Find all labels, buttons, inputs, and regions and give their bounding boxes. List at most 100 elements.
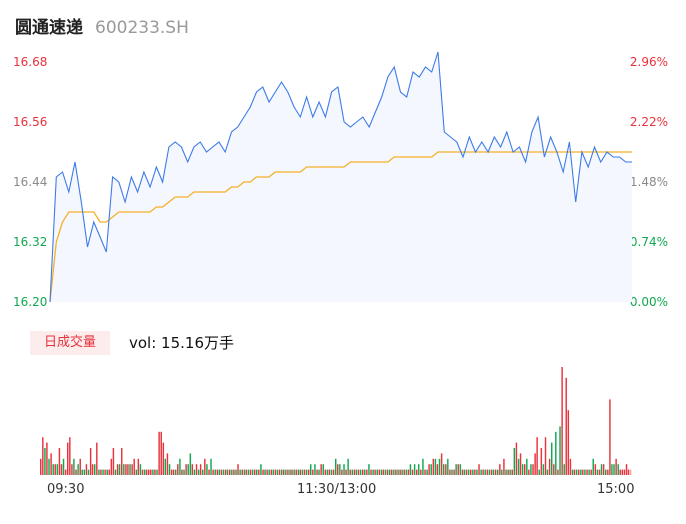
volume-bar bbox=[384, 469, 387, 475]
volume-bar bbox=[243, 469, 246, 475]
volume-bar bbox=[407, 469, 410, 475]
volume-bar bbox=[226, 469, 229, 475]
volume-bar bbox=[249, 469, 252, 475]
volume-bar bbox=[274, 469, 277, 475]
volume-bar bbox=[436, 464, 439, 475]
volume-bar bbox=[563, 464, 565, 475]
volume-bar bbox=[397, 469, 399, 475]
volume-bar bbox=[623, 469, 626, 475]
volume-bar bbox=[67, 442, 69, 475]
price-area-fill bbox=[50, 52, 632, 302]
volume-bar bbox=[530, 464, 532, 475]
volume-bar bbox=[463, 469, 466, 475]
volume-bar bbox=[89, 448, 92, 475]
volume-bar bbox=[158, 431, 160, 475]
volume-bar bbox=[497, 469, 499, 475]
volume-bar bbox=[486, 469, 489, 475]
volume-bar bbox=[345, 469, 347, 475]
y-tick-label: 16.56 bbox=[13, 115, 48, 129]
volume-bar bbox=[42, 437, 44, 475]
volume-bar bbox=[480, 469, 482, 475]
volume-bar bbox=[341, 469, 343, 475]
volume-bar bbox=[627, 469, 630, 475]
volume-bar bbox=[48, 458, 50, 475]
volume-bar bbox=[413, 464, 416, 475]
volume-bar bbox=[459, 464, 462, 475]
volume-bar bbox=[507, 469, 509, 475]
volume-bar bbox=[600, 464, 603, 475]
volume-bar bbox=[534, 453, 536, 475]
volume-bar bbox=[430, 464, 432, 475]
volume-bar bbox=[297, 469, 300, 475]
volume-bar bbox=[482, 469, 484, 475]
volume-bar bbox=[484, 469, 486, 475]
volume-bar bbox=[470, 469, 472, 475]
volume-bar bbox=[191, 464, 194, 475]
volume-bar bbox=[335, 458, 337, 475]
volume-bar bbox=[548, 458, 551, 475]
volume-bar bbox=[621, 469, 624, 475]
volume-bar bbox=[339, 464, 341, 475]
volume-bar bbox=[370, 469, 372, 475]
volume-bar bbox=[183, 469, 185, 475]
volume-bar bbox=[395, 469, 397, 475]
volume-bar bbox=[129, 464, 131, 475]
volume-bar bbox=[449, 469, 451, 475]
volume-bar bbox=[609, 399, 611, 475]
volume-bar bbox=[474, 469, 476, 475]
volume-bar bbox=[179, 458, 181, 475]
volume-bar bbox=[434, 458, 437, 475]
volume-bar bbox=[154, 469, 156, 475]
volume-bar bbox=[368, 464, 370, 475]
volume-bar bbox=[461, 469, 464, 475]
volume-bar bbox=[91, 464, 94, 475]
volume-bar bbox=[245, 469, 248, 475]
volume-bar bbox=[457, 464, 459, 475]
volume-bar bbox=[330, 469, 333, 475]
volume-tab[interactable]: 日成交量 bbox=[30, 331, 110, 355]
volume-bar bbox=[94, 464, 96, 475]
volume-bar bbox=[359, 469, 362, 475]
volume-bar bbox=[399, 469, 401, 475]
volume-bar bbox=[544, 437, 547, 475]
volume-bar bbox=[160, 431, 162, 475]
volume-bar bbox=[83, 469, 86, 475]
volume-bar bbox=[326, 469, 329, 475]
volume-bar bbox=[106, 469, 108, 475]
x-tick-label: 09:30 bbox=[47, 482, 85, 497]
volume-bar bbox=[332, 469, 335, 475]
volume-bar bbox=[578, 469, 580, 475]
y2-tick-label: 0.00% bbox=[629, 295, 668, 309]
volume-bar bbox=[295, 469, 297, 475]
volume-bar bbox=[197, 469, 200, 475]
volume-bar bbox=[499, 464, 501, 475]
volume-bar bbox=[443, 464, 445, 475]
volume-label: vol: 15.16万手 bbox=[129, 334, 234, 352]
volume-bar bbox=[81, 469, 83, 475]
volume-bar bbox=[551, 442, 553, 475]
volume-bar bbox=[401, 469, 403, 475]
volume-bar bbox=[519, 453, 522, 475]
volume-bar bbox=[56, 464, 59, 475]
volume-bar bbox=[256, 469, 258, 475]
volume-bar bbox=[112, 448, 115, 475]
volume-bar bbox=[557, 469, 559, 475]
volume-bar bbox=[64, 469, 67, 475]
volume-bar bbox=[187, 464, 189, 475]
volume-bar bbox=[378, 469, 381, 475]
volume-bar bbox=[233, 469, 235, 475]
volume-bar bbox=[575, 469, 578, 475]
volume-bar bbox=[540, 448, 543, 475]
volume-bar bbox=[152, 469, 154, 475]
volume-bar bbox=[110, 458, 113, 475]
volume-bar bbox=[239, 469, 241, 475]
volume-bar bbox=[318, 469, 320, 475]
volume-bar bbox=[569, 458, 572, 475]
volume-bar bbox=[524, 464, 526, 475]
volume-bar bbox=[264, 469, 266, 475]
volume-bar bbox=[538, 469, 540, 475]
y2-tick-label: 1.48% bbox=[629, 175, 668, 189]
volume-bar bbox=[54, 464, 56, 475]
volume-bar bbox=[98, 469, 100, 475]
